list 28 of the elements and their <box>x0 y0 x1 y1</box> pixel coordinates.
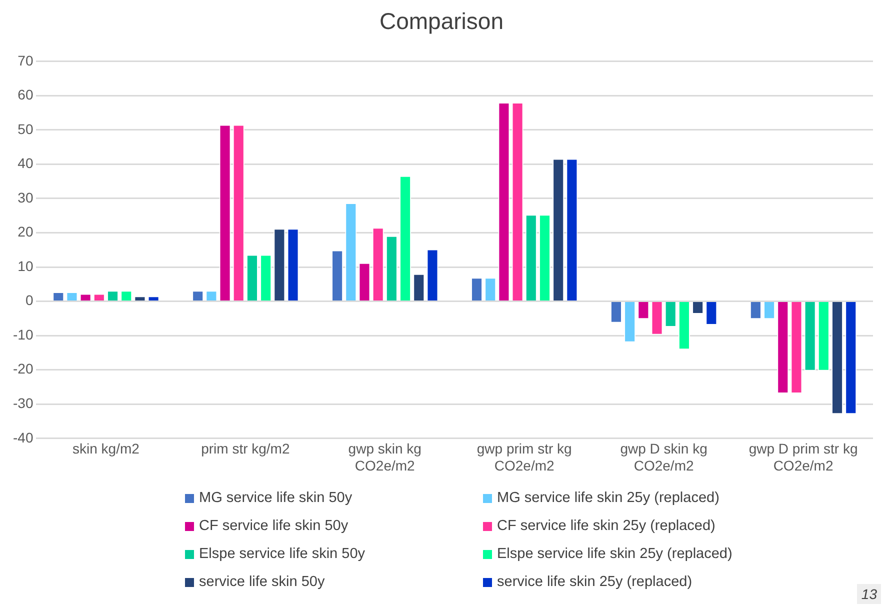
legend-label: MG service life skin 25y (replaced) <box>497 490 720 506</box>
y-tick-label: 70 <box>18 52 34 68</box>
x-tick-label: gwp prim str kg CO2e/m2 <box>476 440 572 474</box>
y-tick-label: 10 <box>18 258 34 274</box>
x-tick-label: gwp skin kg CO2e/m2 <box>348 440 422 474</box>
x-tick-label: gwp D skin kg CO2e/m2 <box>620 440 708 474</box>
y-tick-label: 20 <box>18 224 34 240</box>
y-tick-label: -30 <box>13 394 34 411</box>
y-tick-label: 50 <box>18 120 34 137</box>
text: 13 <box>861 586 877 602</box>
legend-label: service life skin 50y <box>199 574 325 590</box>
chart-title: Comparison <box>378 8 504 35</box>
y-tick-label: -10 <box>13 326 34 342</box>
y-tick-label: 30 <box>18 189 34 206</box>
legend-label: CF service life skin 25y (replaced) <box>497 518 716 534</box>
legend-label: Elspe service life skin 50y <box>199 546 366 562</box>
x-tick-label: prim str kg/m2 <box>201 440 290 457</box>
legend-label: CF service life skin 50y <box>199 518 348 534</box>
y-tick-label: 60 <box>18 86 34 103</box>
y-tick-label: -40 <box>13 429 34 446</box>
y-tick-label: 40 <box>18 155 34 172</box>
y-tick-label: 0 <box>25 292 34 308</box>
legend-label: MG service life skin 50y <box>199 490 352 506</box>
x-tick-label: skin kg/m2 <box>72 440 140 457</box>
y-tick-label: -20 <box>13 360 34 377</box>
legend-label: service life skin 25y (replaced) <box>497 574 692 590</box>
legend-label: Elspe service life skin 25y (replaced) <box>497 546 732 562</box>
x-tick-label: gwp D prim str kg CO2e/m2 <box>748 440 858 474</box>
